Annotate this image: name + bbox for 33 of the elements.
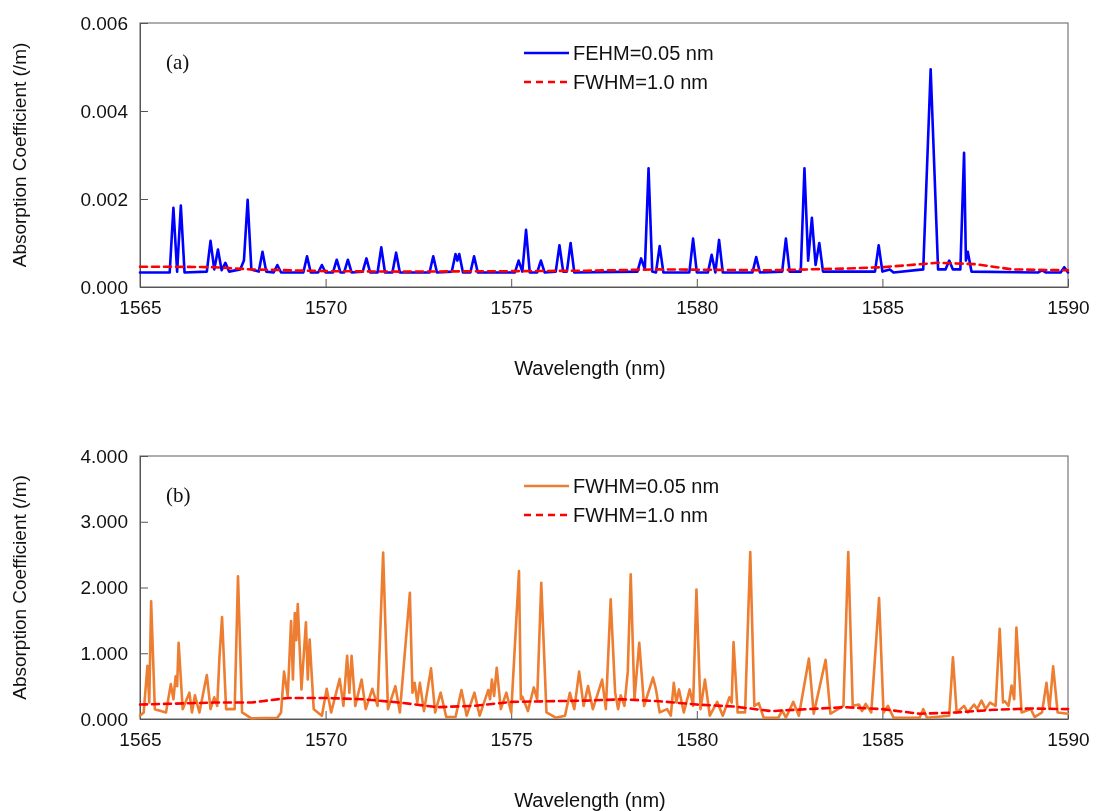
x-tick-label: 1570 <box>304 729 348 751</box>
y-axis-title: Absorption Coefficient (/m) <box>9 42 30 268</box>
y-tick-label: 0.000 <box>80 276 128 298</box>
annotation: (b) <box>166 483 191 507</box>
x-tick-label: 1575 <box>490 729 533 751</box>
y-tick-label: 2.000 <box>80 577 128 599</box>
legend-label: FWHM=1.0 nm <box>573 71 709 93</box>
y-tick-label: 0.006 <box>80 12 128 34</box>
x-tick-label: 1565 <box>119 729 162 751</box>
x-axis-title: Wavelength (nm) <box>514 789 666 811</box>
x-tick-label: 1590 <box>1047 297 1090 319</box>
x-tick-label: 1580 <box>676 297 719 319</box>
x-tick-label: 1590 <box>1047 729 1090 751</box>
x-tick-label: 1575 <box>490 297 533 319</box>
legend-label: FWHM=1.0 nm <box>573 504 709 526</box>
x-tick-label: 1580 <box>676 729 719 751</box>
line-series <box>138 261 1070 273</box>
y-tick-label: 4.000 <box>80 445 128 467</box>
line-series <box>138 696 1070 716</box>
y-tick-label: 1.000 <box>80 642 128 664</box>
y-tick-label: 0.002 <box>80 188 128 210</box>
y-tick-label: 0.000 <box>80 708 128 730</box>
legend-label: FEHM=0.05 nm <box>573 42 714 64</box>
legend-label: FWHM=0.05 nm <box>573 475 720 497</box>
y-tick-label: 3.000 <box>80 511 128 533</box>
y-tick-label: 0.004 <box>80 100 129 122</box>
x-tick-label: 1570 <box>304 297 348 319</box>
x-tick-label: 1585 <box>861 729 905 751</box>
annotation: (a) <box>166 50 190 74</box>
x-tick-label: 1565 <box>119 297 162 319</box>
x-tick-label: 1585 <box>861 297 905 319</box>
y-axis-title: Absorption Coefficient (/m) <box>9 475 30 700</box>
x-axis-title: Wavelength (nm) <box>514 357 666 379</box>
